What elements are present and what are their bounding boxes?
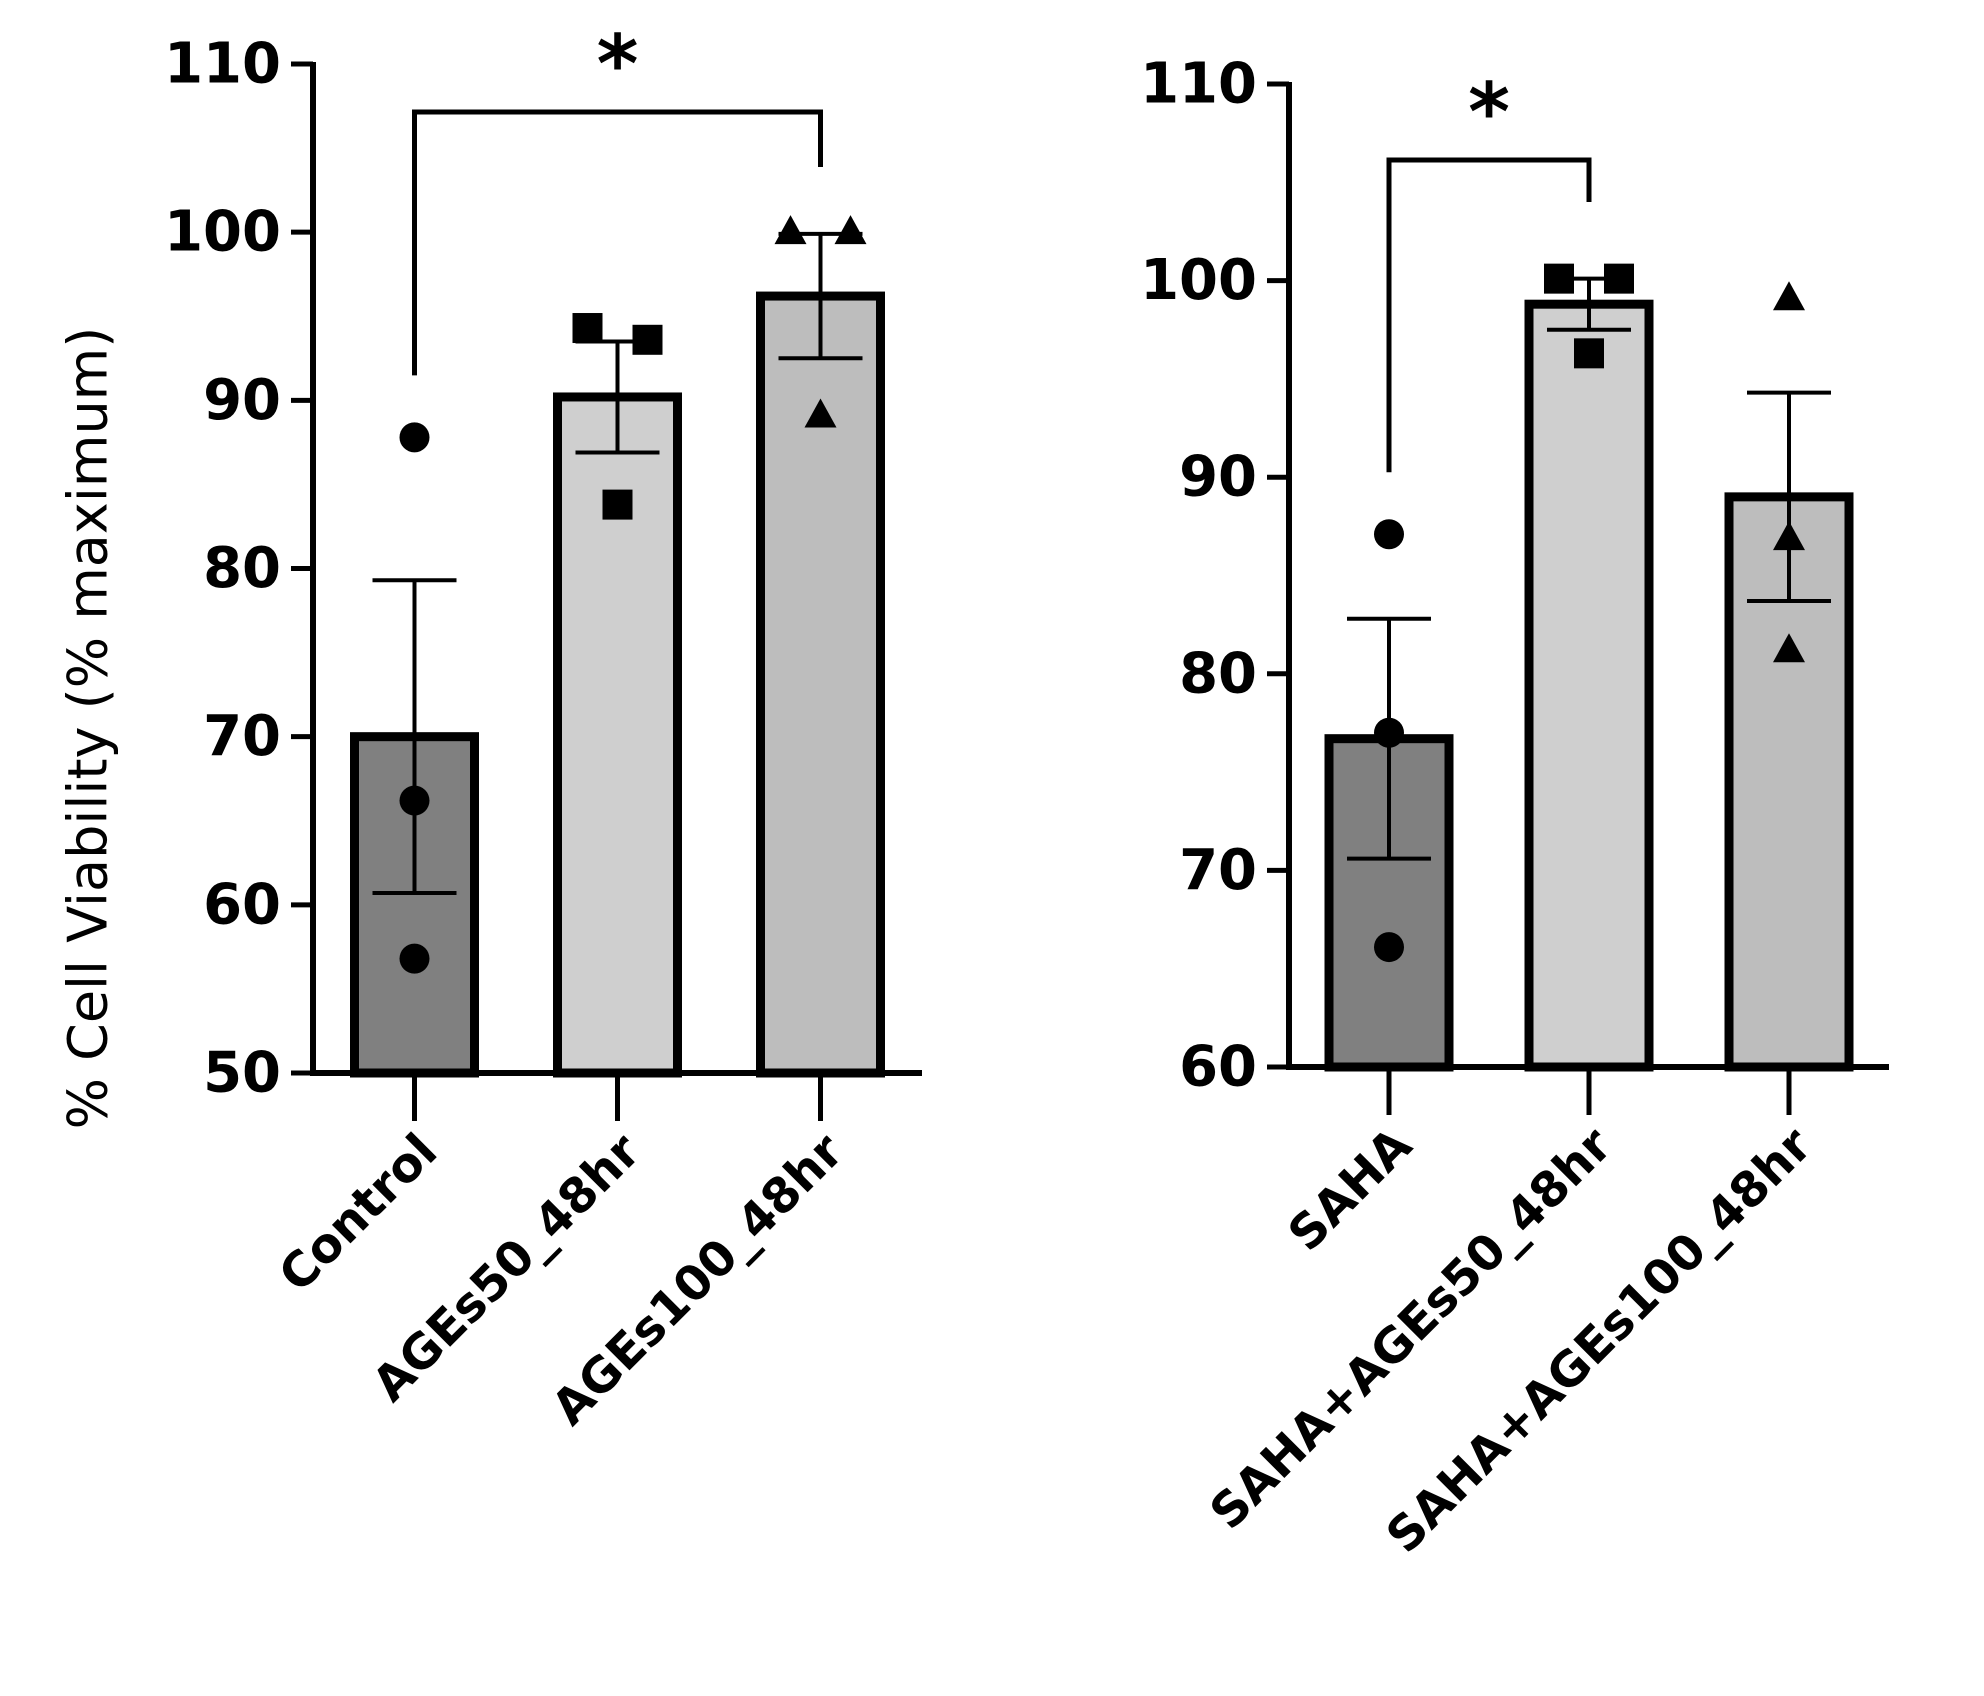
significance-label: * — [597, 18, 639, 111]
x-tick-label-SAHA+AGEs100_48hr: SAHA+AGEs100_48hr — [1376, 1117, 1823, 1564]
y-tick-label-100: 100 — [164, 200, 281, 265]
data-point-Control-2 — [399, 785, 430, 816]
y-tick-label-90: 90 — [203, 368, 281, 433]
y-tick-label-100: 100 — [1140, 248, 1257, 313]
significance-bracket — [1386, 157, 1592, 473]
y-tick-label-60: 60 — [203, 872, 281, 937]
data-point-SAHA-1 — [1374, 519, 1404, 550]
data-point-AGEs100_48hr-1 — [774, 215, 807, 245]
significance-label: * — [1468, 66, 1510, 159]
data-point-AGEs100_48hr-3 — [804, 398, 837, 428]
y-tick-label-110: 110 — [164, 32, 281, 97]
y-tick-label-110: 110 — [1140, 52, 1257, 117]
data-point-SAHA+AGEs50_48hr-1 — [1544, 263, 1574, 294]
y-axis-title: % Cell Viability (% maximum) — [57, 327, 120, 1130]
y-tick-label-80: 80 — [203, 536, 281, 601]
data-point-Control-1 — [399, 422, 430, 453]
data-point-AGEs50_48hr-1 — [572, 313, 603, 344]
x-tick-label-SAHA: SAHA — [1278, 1117, 1423, 1262]
y-tick-label-70: 70 — [1179, 838, 1257, 903]
x-tick-label-SAHA+AGEs50_48hr: SAHA+AGEs50_48hr — [1199, 1117, 1623, 1541]
bar-SAHA+AGEs50_48hr — [1524, 299, 1654, 1072]
significance-bracket — [412, 109, 823, 376]
data-point-SAHA+AGEs100_48hr-2 — [1773, 521, 1805, 551]
y-tick-label-60: 60 — [1179, 1035, 1257, 1100]
data-point-SAHA+AGEs100_48hr-3 — [1773, 633, 1805, 663]
y-tick-label-90: 90 — [1179, 445, 1257, 510]
data-point-SAHA-2 — [1374, 717, 1404, 748]
left-bar-chart: 5060708090100110ControlAGEs50_48hrAGEs10… — [164, 18, 922, 1436]
data-point-SAHA+AGEs50_48hr-3 — [1574, 338, 1604, 369]
data-point-AGEs100_48hr-2 — [834, 215, 867, 245]
y-tick-label-50: 50 — [203, 1041, 281, 1106]
x-tick-label-Control: Control — [268, 1123, 448, 1303]
data-point-AGEs50_48hr-3 — [602, 489, 633, 520]
data-point-SAHA+AGEs100_48hr-1 — [1773, 281, 1805, 311]
data-point-Control-3 — [399, 943, 430, 974]
y-tick-label-70: 70 — [203, 704, 281, 769]
data-point-SAHA+AGEs50_48hr-2 — [1604, 263, 1634, 294]
data-point-AGEs50_48hr-2 — [632, 324, 663, 355]
right-bar-chart: 60 70 80 90 100 110 SAHASAHA+AGEs50_48hrSAHA+A… — [1140, 52, 1889, 1564]
data-point-SAHA-3 — [1374, 932, 1404, 963]
y-tick-label-80: 80 — [1179, 641, 1257, 706]
